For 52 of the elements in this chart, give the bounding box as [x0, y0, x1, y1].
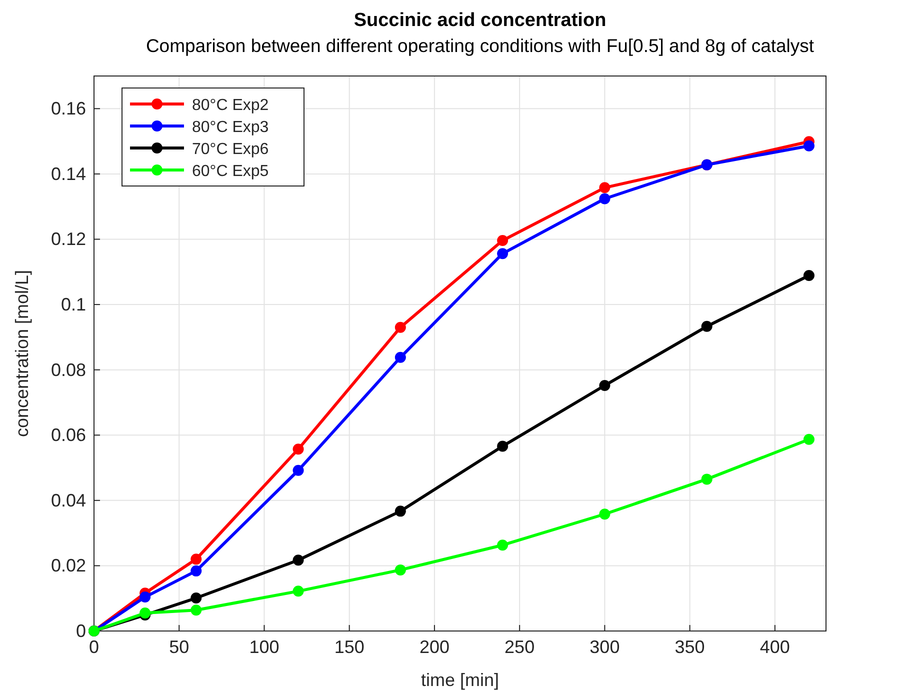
point — [497, 235, 508, 246]
point — [701, 474, 712, 485]
legend-label: 70°C Exp6 — [192, 141, 269, 158]
y-tick-label: 0.06 — [50, 425, 86, 446]
point — [497, 440, 508, 452]
point — [190, 565, 202, 576]
point — [190, 592, 202, 604]
x-tick-label: 300 — [590, 637, 620, 657]
point — [292, 444, 304, 455]
legend-label: 80°C Exp3 — [192, 119, 269, 136]
point — [190, 554, 202, 565]
point — [803, 140, 814, 152]
x-tick-label: 250 — [504, 637, 535, 657]
x-tick-label: 50 — [169, 637, 190, 657]
point — [599, 380, 610, 391]
x-tick-label: 100 — [249, 637, 280, 657]
x-tick-label: 350 — [674, 637, 705, 657]
y-tick-label: 0.1 — [60, 294, 86, 315]
y-tick-label: 0.08 — [50, 360, 86, 380]
x-tick-label: 0 — [88, 637, 100, 657]
x-tick-label: 400 — [760, 637, 790, 657]
point — [497, 540, 508, 551]
x-tick-label: 200 — [419, 637, 450, 657]
point — [394, 506, 406, 517]
point — [292, 464, 304, 476]
point — [394, 352, 406, 363]
point — [599, 508, 610, 520]
y-tick-label: 0.12 — [50, 229, 86, 250]
point — [394, 564, 406, 576]
y-tick-label: 0.04 — [50, 490, 86, 510]
y-tick-label: 0.14 — [50, 164, 86, 184]
y-tick-label: 0.16 — [50, 98, 86, 119]
point — [803, 434, 814, 445]
point — [292, 586, 304, 597]
point — [599, 193, 610, 204]
point — [701, 320, 712, 332]
point — [140, 592, 151, 603]
point — [394, 322, 406, 333]
point — [292, 554, 304, 566]
point — [190, 604, 202, 616]
y-tick-label: 0 — [76, 621, 86, 641]
x-tick-label: 150 — [334, 637, 364, 657]
chart-subtitle: Comparison between different operating conditions with Fu[0.5] and 8g of catalyst — [146, 35, 814, 56]
point — [803, 270, 814, 281]
point — [497, 248, 508, 260]
y-tick-label: 0.02 — [50, 556, 86, 576]
legend-label: 60°C Exp5 — [192, 163, 269, 180]
chart-title: Succinic acid concentration — [354, 10, 606, 31]
y-axis-title: concentration [mol/L] — [12, 270, 32, 438]
legend-label: 80°C Exp2 — [192, 97, 269, 114]
x-axis-title: time [min] — [420, 670, 500, 690]
point — [599, 182, 610, 194]
